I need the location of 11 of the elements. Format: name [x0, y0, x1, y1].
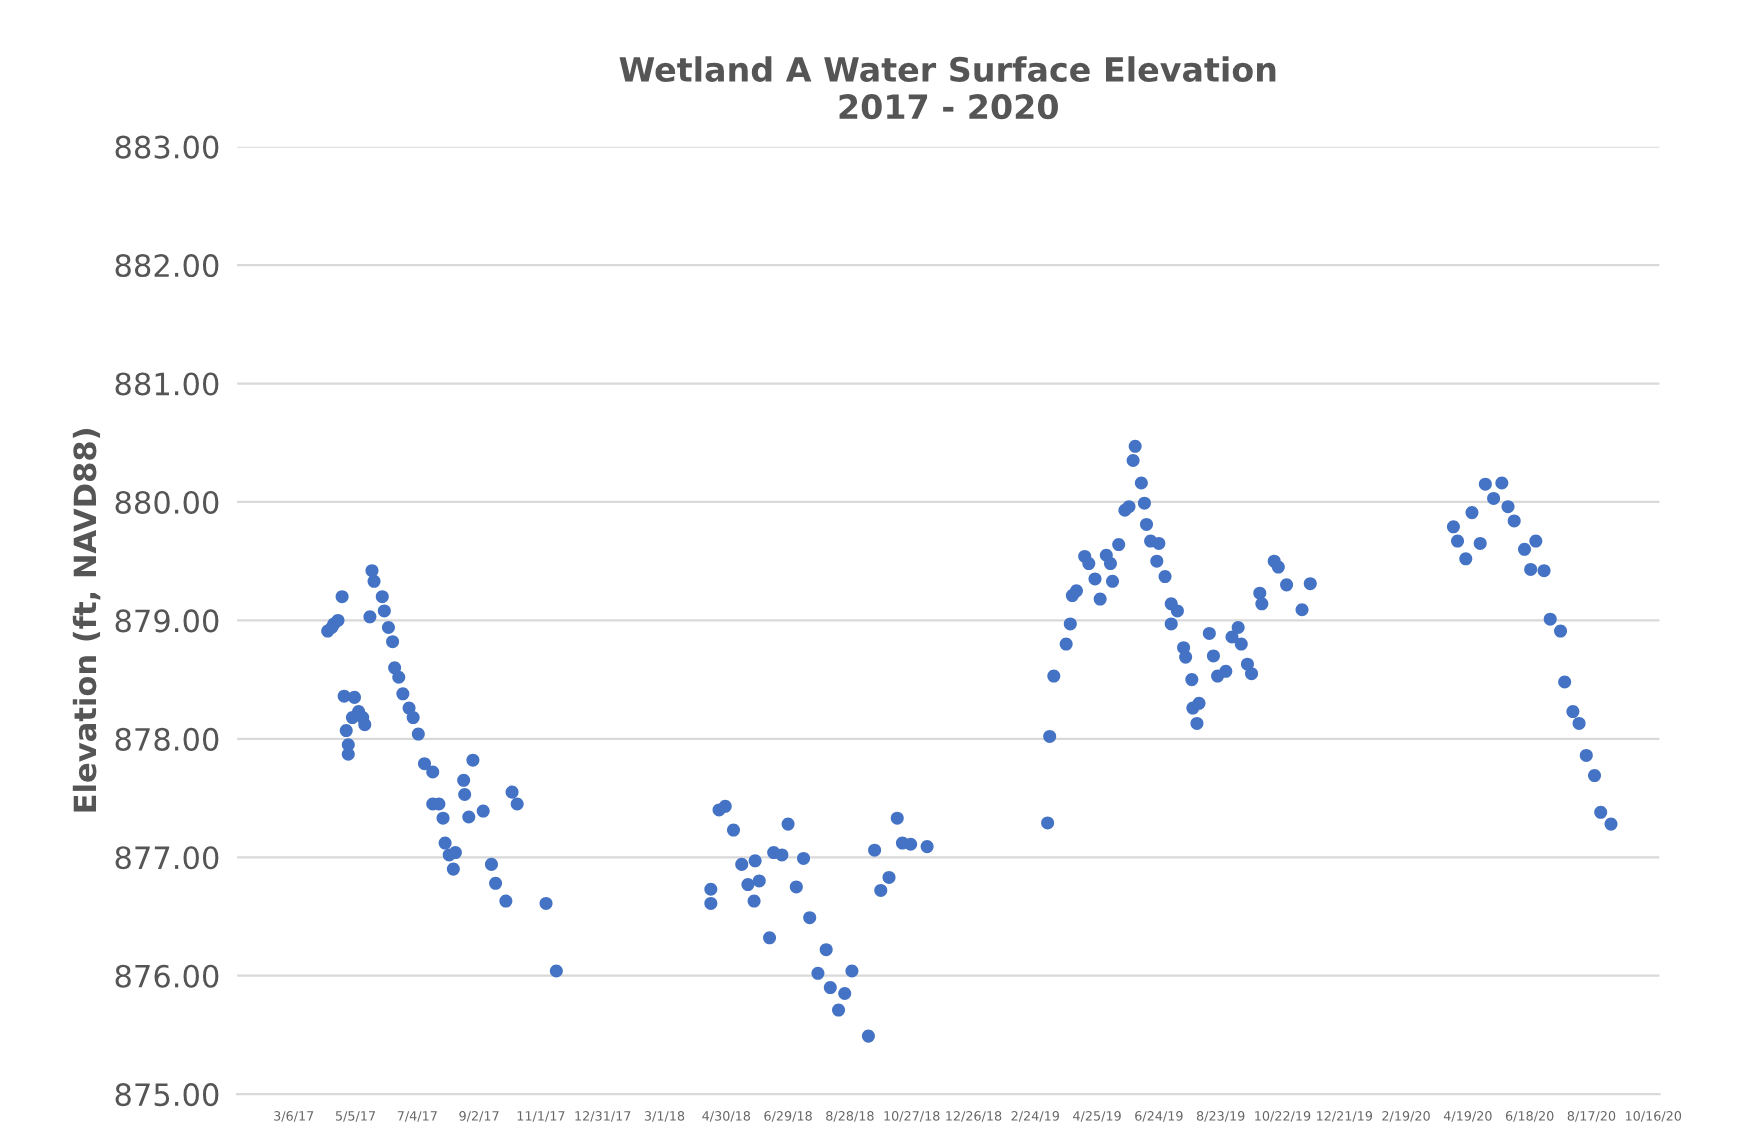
y-tick-label: 883.00 [115, 135, 219, 159]
y-tick-label: 880.00 [115, 490, 219, 514]
y-tick-label: 876.00 [115, 964, 219, 988]
y-tick-label: 878.00 [115, 727, 219, 751]
y-tick-label: 877.00 [115, 846, 219, 870]
y-tick-label: 882.00 [115, 254, 219, 278]
y-tick-label: 879.00 [115, 609, 219, 633]
chart-title: Wetland A Water Surface Elevation 2017 - 2020 [619, 56, 1276, 120]
y-tick-label: 875.00 [115, 1083, 219, 1107]
y-axis-title: Elevation (ft, NAVD88) [72, 429, 101, 812]
y-tick-label: 881.00 [115, 372, 219, 396]
